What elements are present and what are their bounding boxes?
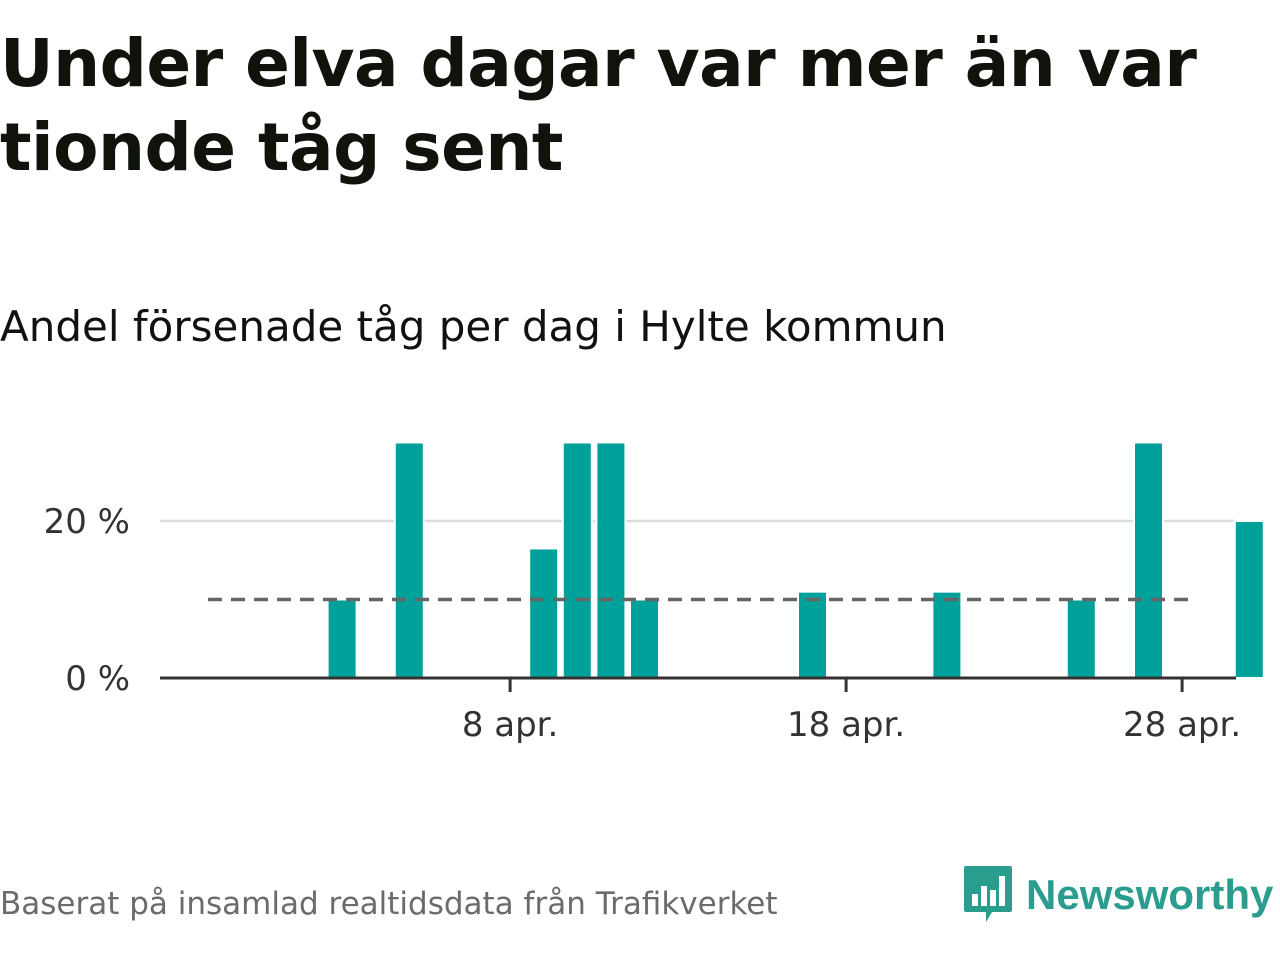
x-tick-label: 18 apr. <box>787 705 905 745</box>
bar <box>1133 441 1164 679</box>
x-tick-label: 28 apr. <box>1123 705 1241 745</box>
chart-title: Under elva dagar var mer än var tionde t… <box>0 25 1197 186</box>
bar <box>1065 598 1097 679</box>
bar <box>931 590 963 679</box>
bar <box>393 441 425 679</box>
brand-name: Newsworthy <box>1026 871 1274 918</box>
bar <box>629 598 660 679</box>
bar <box>1233 520 1265 679</box>
bar <box>595 441 627 679</box>
bar <box>528 547 560 679</box>
source-note: Baserat på insamlad realtidsdata från Tr… <box>0 886 778 922</box>
brand-logo: Newsworthy <box>962 862 1273 928</box>
bar <box>797 590 828 679</box>
bar <box>561 441 593 679</box>
bar <box>326 598 358 679</box>
chart-subtitle: Andel försenade tåg per dag i Hylte komm… <box>0 302 947 351</box>
y-tick-label: 20 % <box>44 502 130 542</box>
x-axis-ticks: 8 apr. 18 apr. 28 apr. <box>462 678 1241 745</box>
x-tick-label: 8 apr. <box>462 705 559 745</box>
y-tick-label: 0 % <box>65 659 130 699</box>
y-axis-ticks: 0 % 20 % <box>44 502 130 699</box>
bars <box>326 441 1265 679</box>
newsworthy-logo-icon <box>964 866 1012 922</box>
bar-chart: 0 % 20 % 8 apr. 18 apr. 28 apr. <box>44 441 1265 745</box>
